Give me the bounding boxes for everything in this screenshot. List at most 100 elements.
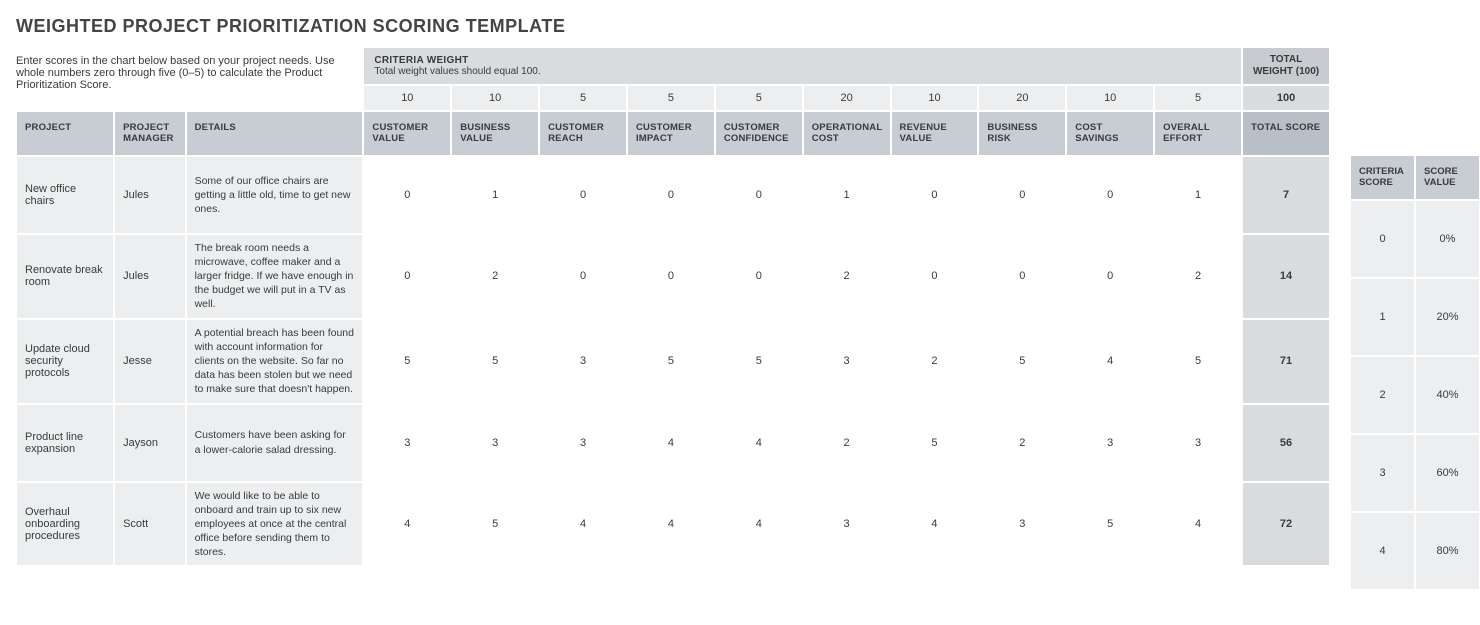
criteria-header: OPERATIONAL COST: [803, 111, 891, 156]
score-cell[interactable]: 4: [715, 482, 803, 567]
score-cell[interactable]: 4: [363, 482, 451, 567]
score-cell[interactable]: 2: [803, 404, 891, 482]
table-row: Product line expansionJaysonCustomers ha…: [16, 404, 1330, 482]
project-details: The break room needs a microwave, coffee…: [186, 234, 364, 319]
score-cell[interactable]: 4: [715, 404, 803, 482]
score-cell[interactable]: 0: [891, 156, 979, 234]
criteria-header: CUSTOMER REACH: [539, 111, 627, 156]
criteria-header: OVERALL EFFORT: [1154, 111, 1242, 156]
score-cell[interactable]: 3: [451, 404, 539, 482]
score-cell[interactable]: 2: [803, 234, 891, 319]
score-cell[interactable]: 0: [539, 156, 627, 234]
criteria-header: COST SAVINGS: [1066, 111, 1154, 156]
legend-criteria-score: 0: [1350, 200, 1415, 278]
total-score: 72: [1242, 482, 1330, 567]
score-cell[interactable]: 3: [1066, 404, 1154, 482]
criteria-weight-label: CRITERIA WEIGHTTotal weight values shoul…: [363, 47, 1242, 85]
score-cell[interactable]: 0: [978, 156, 1066, 234]
score-cell[interactable]: 4: [627, 404, 715, 482]
total-weight-label: TOTAL WEIGHT (100): [1242, 47, 1330, 85]
legend-score-value: 60%: [1415, 434, 1480, 512]
score-cell[interactable]: 0: [715, 234, 803, 319]
weight-cell[interactable]: 5: [539, 85, 627, 111]
criteria-header: CUSTOMER VALUE: [363, 111, 451, 156]
weight-cell[interactable]: 20: [978, 85, 1066, 111]
legend-score-value: 40%: [1415, 356, 1480, 434]
score-cell[interactable]: 4: [1154, 482, 1242, 567]
legend-row: 00%: [1350, 200, 1480, 278]
score-cell[interactable]: 2: [451, 234, 539, 319]
weight-cell[interactable]: 10: [451, 85, 539, 111]
col-project: PROJECT: [16, 111, 114, 156]
score-cell[interactable]: 2: [978, 404, 1066, 482]
score-cell[interactable]: 5: [1066, 482, 1154, 567]
score-cell[interactable]: 4: [539, 482, 627, 567]
score-cell[interactable]: 3: [1154, 404, 1242, 482]
legend-col-criteria-score: CRITERIA SCORE: [1350, 155, 1415, 200]
table-row: Renovate break roomJulesThe break room n…: [16, 234, 1330, 319]
legend-score-value: 0%: [1415, 200, 1480, 278]
score-cell[interactable]: 5: [451, 482, 539, 567]
project-details: We would like to be able to onboard and …: [186, 482, 364, 567]
score-cell[interactable]: 5: [715, 319, 803, 404]
weight-cell[interactable]: 5: [1154, 85, 1242, 111]
score-cell[interactable]: 0: [891, 234, 979, 319]
score-cell[interactable]: 5: [363, 319, 451, 404]
score-cell[interactable]: 1: [1154, 156, 1242, 234]
score-cell[interactable]: 5: [627, 319, 715, 404]
score-cell[interactable]: 1: [803, 156, 891, 234]
project-manager: Jules: [114, 234, 186, 319]
col-manager: PROJECT MANAGER: [114, 111, 186, 156]
score-cell[interactable]: 0: [627, 234, 715, 319]
score-cell[interactable]: 0: [978, 234, 1066, 319]
score-cell[interactable]: 5: [451, 319, 539, 404]
score-cell[interactable]: 3: [803, 482, 891, 567]
project-name: Overhaul onboarding procedures: [16, 482, 114, 567]
weight-cell[interactable]: 5: [715, 85, 803, 111]
score-cell[interactable]: 0: [1066, 234, 1154, 319]
legend-score-value: 20%: [1415, 278, 1480, 356]
score-cell[interactable]: 0: [715, 156, 803, 234]
score-cell[interactable]: 0: [363, 156, 451, 234]
score-cell[interactable]: 4: [1066, 319, 1154, 404]
score-cell[interactable]: 0: [363, 234, 451, 319]
score-cell[interactable]: 0: [1066, 156, 1154, 234]
project-details: A potential breach has been found with a…: [186, 319, 364, 404]
legend-criteria-score: 2: [1350, 356, 1415, 434]
page-title: WEIGHTED PROJECT PRIORITIZATION SCORING …: [16, 16, 1464, 37]
score-cell[interactable]: 0: [539, 234, 627, 319]
scoring-table: Enter scores in the chart below based on…: [16, 47, 1330, 566]
score-cell[interactable]: 5: [1154, 319, 1242, 404]
score-cell[interactable]: 3: [978, 482, 1066, 567]
score-cell[interactable]: 4: [627, 482, 715, 567]
score-cell[interactable]: 5: [891, 404, 979, 482]
legend-criteria-score: 4: [1350, 512, 1415, 590]
project-manager: Jayson: [114, 404, 186, 482]
total-score: 71: [1242, 319, 1330, 404]
score-cell[interactable]: 3: [803, 319, 891, 404]
weight-cell[interactable]: 20: [803, 85, 891, 111]
weight-cell[interactable]: 5: [627, 85, 715, 111]
score-cell[interactable]: 4: [891, 482, 979, 567]
project-details: Some of our office chairs are getting a …: [186, 156, 364, 234]
legend-row: 360%: [1350, 434, 1480, 512]
score-cell[interactable]: 5: [978, 319, 1066, 404]
score-cell[interactable]: 0: [627, 156, 715, 234]
legend-col-score-value: SCORE VALUE: [1415, 155, 1480, 200]
legend-score-value: 80%: [1415, 512, 1480, 590]
score-cell[interactable]: 3: [363, 404, 451, 482]
score-cell[interactable]: 3: [539, 319, 627, 404]
score-cell[interactable]: 3: [539, 404, 627, 482]
score-cell[interactable]: 1: [451, 156, 539, 234]
project-name: Product line expansion: [16, 404, 114, 482]
score-cell[interactable]: 2: [1154, 234, 1242, 319]
project-manager: Jules: [114, 156, 186, 234]
weight-cell[interactable]: 10: [363, 85, 451, 111]
weight-cell[interactable]: 10: [1066, 85, 1154, 111]
project-details: Customers have been asking for a lower-c…: [186, 404, 364, 482]
project-name: Renovate break room: [16, 234, 114, 319]
criteria-header: BUSINESS VALUE: [451, 111, 539, 156]
table-row: New office chairsJulesSome of our office…: [16, 156, 1330, 234]
weight-cell[interactable]: 10: [891, 85, 979, 111]
score-cell[interactable]: 2: [891, 319, 979, 404]
